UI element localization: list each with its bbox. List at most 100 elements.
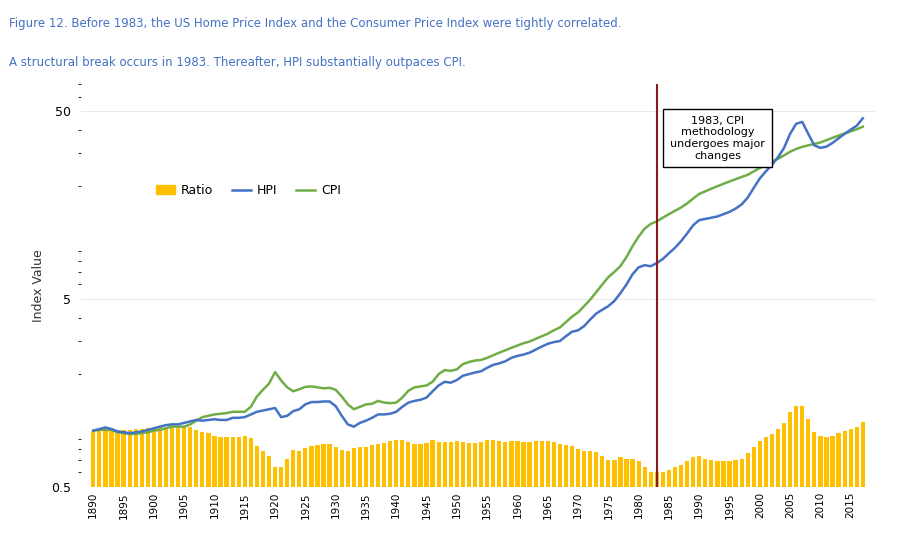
Bar <box>443 442 446 560</box>
Bar <box>582 451 586 560</box>
HPI <box>87 427 98 434</box>
Bar <box>261 451 265 560</box>
Bar <box>212 436 216 560</box>
Bar <box>176 428 180 560</box>
Bar <box>704 459 707 560</box>
Bar <box>758 441 762 560</box>
Bar <box>345 451 350 560</box>
Bar <box>824 437 829 560</box>
Bar <box>673 467 677 560</box>
Bar <box>521 442 526 560</box>
Text: 1983, CPI
methodology
undergoes major
changes: 1983, CPI methodology undergoes major ch… <box>670 116 765 161</box>
Bar <box>158 427 162 560</box>
Bar <box>448 442 453 560</box>
Bar <box>806 419 810 560</box>
HPI <box>827 139 838 146</box>
Bar <box>104 428 107 560</box>
Bar <box>630 459 635 560</box>
Bar <box>764 437 768 560</box>
Bar <box>497 441 502 560</box>
Bar <box>661 472 665 560</box>
Bar <box>594 452 598 560</box>
Bar <box>564 445 568 560</box>
Bar <box>254 446 259 560</box>
HPI <box>409 398 419 404</box>
Bar <box>794 405 798 560</box>
Bar <box>334 447 337 560</box>
HPI <box>281 412 292 419</box>
Line: HPI: HPI <box>93 118 863 433</box>
CPI <box>494 349 505 356</box>
Bar <box>479 442 483 560</box>
Bar <box>691 458 695 560</box>
Bar <box>473 443 477 560</box>
Bar <box>679 465 683 560</box>
Text: A structural break occurs in 1983. Thereafter, HPI substantially outpaces CPI.: A structural break occurs in 1983. There… <box>9 56 465 69</box>
Bar <box>127 430 132 560</box>
Bar <box>437 442 441 560</box>
Bar <box>461 442 465 560</box>
Y-axis label: Index Value: Index Value <box>32 249 44 322</box>
Bar <box>831 436 834 560</box>
Bar <box>510 441 513 560</box>
Bar <box>842 431 847 560</box>
Bar <box>189 427 192 560</box>
Bar <box>769 434 774 560</box>
Bar <box>291 450 295 560</box>
Bar <box>552 442 556 560</box>
Bar <box>751 447 756 560</box>
CPI <box>87 427 98 434</box>
Bar <box>321 444 326 560</box>
Bar <box>400 440 404 560</box>
Bar <box>722 461 725 560</box>
Bar <box>818 436 823 560</box>
Bar <box>491 440 495 560</box>
Bar <box>370 445 374 560</box>
Bar <box>273 467 277 560</box>
CPI <box>858 123 869 130</box>
Bar <box>267 456 272 560</box>
Bar <box>533 441 538 560</box>
Bar <box>194 430 198 560</box>
Bar <box>546 441 550 560</box>
Bar <box>91 431 96 560</box>
Bar <box>600 456 604 560</box>
Bar <box>358 447 362 560</box>
Bar <box>455 441 459 560</box>
Bar <box>575 449 580 560</box>
CPI <box>827 134 838 141</box>
Bar <box>715 461 720 560</box>
Bar <box>539 441 544 560</box>
Bar <box>225 437 229 560</box>
Bar <box>152 428 156 560</box>
Bar <box>557 444 562 560</box>
Bar <box>231 437 235 560</box>
Bar <box>515 441 520 560</box>
Bar <box>746 453 750 560</box>
Bar <box>655 472 659 560</box>
Bar <box>800 405 805 560</box>
Bar <box>606 460 611 560</box>
Bar <box>812 432 816 560</box>
Bar <box>394 440 399 560</box>
Bar <box>430 440 435 560</box>
Bar <box>727 461 732 560</box>
Bar <box>236 437 241 560</box>
Bar <box>709 460 713 560</box>
HPI <box>754 175 765 182</box>
Bar <box>776 429 780 560</box>
Bar <box>667 470 671 560</box>
Bar <box>279 467 283 560</box>
HPI <box>858 115 869 122</box>
CPI <box>379 399 390 406</box>
Bar <box>649 472 653 560</box>
Bar <box>115 430 120 560</box>
HPI <box>494 360 505 367</box>
Bar <box>588 451 593 560</box>
Bar <box>316 445 319 560</box>
Bar <box>140 429 144 560</box>
Bar <box>619 458 622 560</box>
Bar <box>218 437 223 560</box>
Bar <box>467 443 471 560</box>
Bar <box>854 427 859 560</box>
